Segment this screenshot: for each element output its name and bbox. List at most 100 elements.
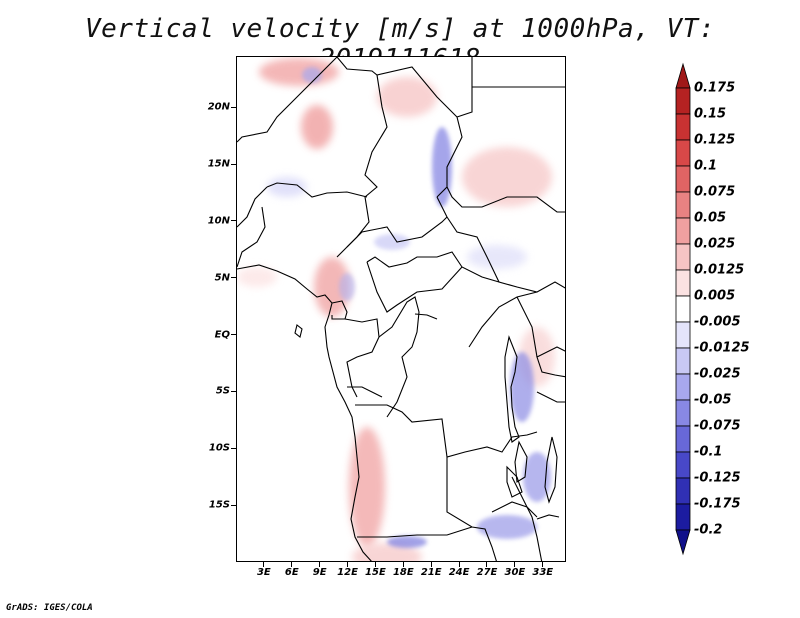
coastline [237,264,372,561]
colorbar-level-label: -0.075 [694,418,741,434]
subsidence-patch [387,536,427,548]
uplift-patch [259,58,339,86]
colorbar-level-label: 0.175 [694,80,736,96]
lon-tick [542,562,544,567]
lat-tick [231,163,236,165]
map-plot-area [236,56,566,562]
colorbar-level-label: 0.0125 [694,262,745,278]
colorbar-segment [675,269,691,297]
lat-tick [231,504,236,506]
colorbar-segment [675,87,691,115]
colorbar-segment [675,191,691,219]
border [357,526,473,538]
border [331,300,348,320]
lat-tick-label: 15N [207,158,230,170]
border [468,291,538,348]
lon-tick [458,562,460,567]
colorbar-segment [675,347,691,375]
lat-tick [231,447,236,449]
subsidence-patch [432,127,452,207]
lon-tick-label: 21E [420,567,442,578]
lake [544,436,558,504]
colorbar-segment [675,113,691,141]
lat-tick [231,334,236,336]
lat-tick-label: 10S [208,442,230,454]
colorbar-level-label: 0.125 [694,132,736,148]
subsidence-patch [267,177,307,197]
border [436,196,565,293]
lon-tick-label: 9E [312,567,327,578]
colorbar-segment [675,165,691,193]
lon-tick [347,562,349,567]
lat-tick-label: 10N [207,215,230,227]
lon-tick [319,562,321,567]
colorbar-segment [675,243,691,271]
lake [504,335,520,443]
colorbar-segment [675,217,691,245]
border [491,501,538,518]
lat-tick [231,106,236,108]
velocity-field [237,58,555,561]
lake [536,346,565,378]
colorbar-segment [675,451,691,479]
subsidence-patch [523,452,551,502]
lon-tick [514,562,516,567]
lat-tick-label: 15S [208,499,230,511]
border [237,57,338,143]
colorbar-level-label: -0.025 [694,366,741,382]
lat-tick [231,390,236,392]
lon-tick-label: 18E [392,567,414,578]
lon-tick-label: 3E [256,567,271,578]
lake [514,440,528,483]
lon-tick-label: 12E [337,567,358,578]
border [516,296,538,358]
border [378,296,420,418]
uplift-patch [349,427,385,547]
colorbar-segment [675,425,691,453]
border [344,318,380,398]
country-borders [237,57,565,561]
border [446,186,565,213]
lon-tick [402,562,404,567]
map-svg [237,57,565,561]
lat-tick [231,277,236,279]
lake [536,514,560,520]
grads-footer: GrADS: IGES/COLA [6,603,93,613]
border [446,457,497,561]
lat-tick-label: 5N [214,272,230,284]
subsidence-patch [339,273,355,301]
lon-tick-label: 15E [365,567,386,578]
lake [506,465,523,498]
colorbar-level-label: 0.15 [694,106,727,122]
border [237,186,268,228]
lat-tick [231,220,236,222]
subsidence-patch [374,234,410,250]
lon-tick-label: 6E [284,567,299,578]
colorbar-level-label: -0.175 [694,496,741,512]
colorbar-level-label: 0.1 [694,158,718,174]
colorbar-segment [675,295,691,323]
uplift-patch [301,105,333,149]
colorbar-segment [675,477,691,505]
subsidence-patch [302,67,322,83]
border [355,404,538,458]
subsidence-patch [510,352,534,422]
colorbar-level-label: 0.075 [694,184,736,200]
border [347,386,383,398]
colorbar-level-label: -0.0125 [694,340,750,356]
colorbar-level-label: -0.1 [694,444,723,460]
colorbar-level-label: 0.025 [694,236,736,252]
colorbar-min-triangle [675,529,691,556]
colorbar-level-label: -0.125 [694,470,741,486]
subsidence-patch [467,245,527,269]
border [237,206,266,268]
border [366,251,500,283]
border [336,57,463,198]
lon-tick [263,562,265,567]
lon-tick [291,562,293,567]
uplift-patch [377,77,437,117]
lake [414,313,438,320]
colorbar-level-label: -0.2 [694,522,723,538]
lon-tick-label: 30E [504,567,526,578]
lon-tick-label: 27E [476,567,498,578]
